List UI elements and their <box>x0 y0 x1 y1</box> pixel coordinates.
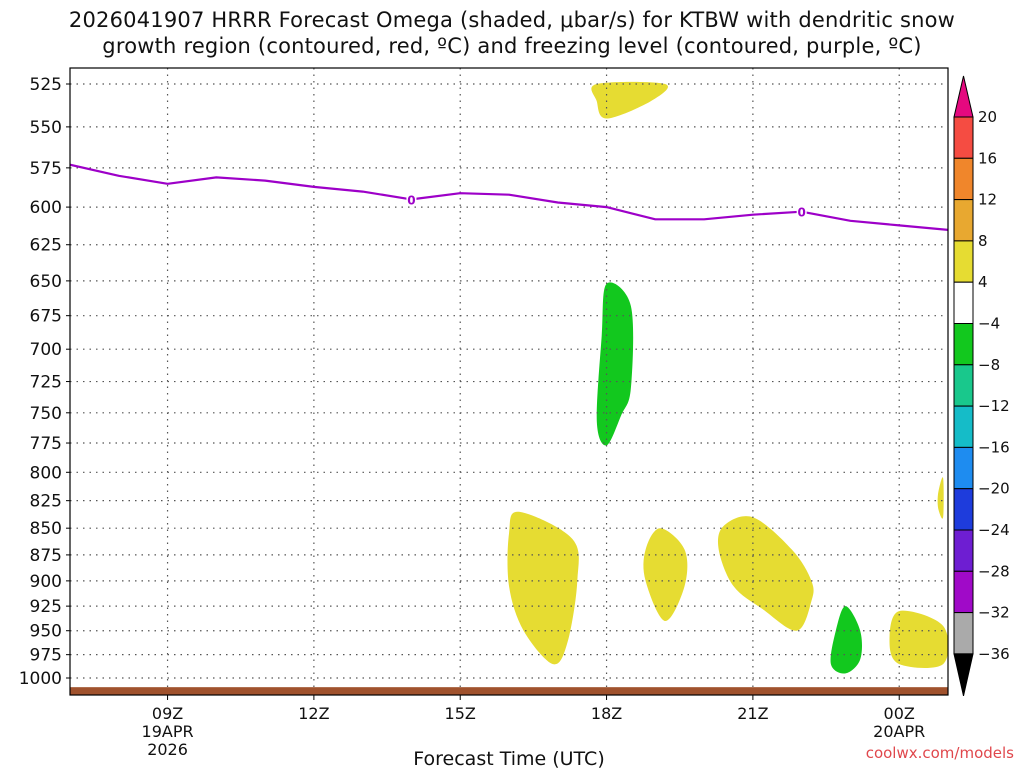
colorbar-segment <box>953 488 974 531</box>
x-tick-label: 15Z <box>445 704 476 723</box>
y-tick-label: 825 <box>30 492 62 512</box>
terrain-strip <box>70 687 948 695</box>
y-tick-label: 800 <box>30 463 62 483</box>
colorbar-segment <box>953 612 974 655</box>
terrain-layer <box>70 687 948 695</box>
colorbar-tick-label: −28 <box>978 562 1010 580</box>
y-tick-label: 675 <box>30 307 62 327</box>
contour-label-bg <box>796 203 807 219</box>
colorbar-segment <box>953 199 974 242</box>
colorbar-segment <box>953 570 974 614</box>
colorbar-tick-label: −24 <box>978 521 1010 539</box>
omega-region-8 <box>937 477 944 519</box>
x-tick-date: 19APR <box>142 722 194 741</box>
y-tick-label: 575 <box>30 159 62 179</box>
omega-shading-layer <box>507 81 948 674</box>
chart-title: 2026041907 HRRR Forecast Omega (shaded, … <box>68 8 956 32</box>
colorbar-tick-label: −4 <box>978 315 1000 333</box>
y-tick-label: 900 <box>30 572 62 592</box>
omega-region-4 <box>643 528 688 622</box>
colorbar-segment <box>953 281 974 325</box>
omega-region-6 <box>830 606 862 674</box>
colorbar: 20 16 12 8 4 −4 −8 −12 −16 −20 −24 −28 −32 −36 <box>953 75 1010 697</box>
x-tick-label: 21Z <box>737 704 768 723</box>
x-tick-year: 2026 <box>147 740 188 759</box>
x-tick-label: 12Z <box>298 704 329 723</box>
colorbar-segment <box>953 405 974 448</box>
colorbar-top-arrow <box>953 75 974 118</box>
y-tick-label: 725 <box>30 373 62 393</box>
y-tick-label: 700 <box>30 340 62 360</box>
colorbar-tick-label: −32 <box>978 604 1010 622</box>
colorbar-segment <box>953 446 974 490</box>
contour-label-bg <box>406 191 417 207</box>
colorbar-segment <box>953 240 974 283</box>
colorbar-segment <box>953 529 974 572</box>
colorbar-segment <box>953 364 974 407</box>
colorbar-segment <box>953 157 974 201</box>
colorbar-tick-label: 4 <box>978 273 988 291</box>
y-tick-label: 1000 <box>19 669 62 689</box>
y-tick-label: 950 <box>30 622 62 642</box>
y-axis: 525 550 575 600 625 650 675 700 725 750 775 800 825 8… <box>19 75 70 689</box>
x-tick-label: 09Z <box>152 704 183 723</box>
colorbar-tick-label: 20 <box>978 108 997 126</box>
credit-text: coolwx.com/models <box>866 744 1014 762</box>
x-tick-label: 18Z <box>591 704 622 723</box>
y-tick-label: 850 <box>30 519 62 539</box>
x-tick-label: 00Z <box>884 704 915 723</box>
omega-region-7 <box>889 610 948 668</box>
y-tick-label: 750 <box>30 404 62 424</box>
y-tick-label: 875 <box>30 546 62 566</box>
colorbar-tick-label: 8 <box>978 232 988 250</box>
y-tick-label: 650 <box>30 272 62 292</box>
omega-region-2 <box>596 282 634 446</box>
y-tick-label: 550 <box>30 118 62 138</box>
x-axis-label: Forecast Time (UTC) <box>413 748 604 768</box>
omega-region-1 <box>591 81 668 119</box>
x-tick-date: 20APR <box>873 722 925 741</box>
freezing-level-line <box>70 163 948 231</box>
colorbar-tick-label: −20 <box>978 480 1010 498</box>
colorbar-tick-label: −16 <box>978 438 1010 456</box>
omega-region-3 <box>507 511 579 665</box>
freezing-level-contour-label: 0 <box>797 206 805 220</box>
freezing-level-layer: 00 <box>70 163 948 231</box>
y-tick-label: 775 <box>30 434 62 454</box>
y-tick-label: 625 <box>30 236 62 256</box>
omega-region-5 <box>717 516 814 631</box>
y-tick-label: 525 <box>30 75 62 95</box>
freezing-level-contour-label: 0 <box>407 193 415 207</box>
colorbar-tick-label: −8 <box>978 356 1000 374</box>
y-tick-label: 600 <box>30 198 62 218</box>
gridlines <box>70 68 948 695</box>
y-tick-label: 975 <box>30 646 62 666</box>
colorbar-bottom-arrow <box>953 653 974 697</box>
colorbar-tick-label: −12 <box>978 397 1010 415</box>
colorbar-tick-label: 16 <box>978 149 997 167</box>
colorbar-tick-label: −36 <box>978 645 1010 663</box>
colorbar-segment <box>953 323 974 366</box>
colorbar-segment <box>953 116 974 159</box>
chart-subtitle: growth region (contoured, red, ºC) and f… <box>102 34 922 58</box>
plot-frame <box>69 67 949 696</box>
y-tick-label: 925 <box>30 597 62 617</box>
colorbar-tick-label: 12 <box>978 191 997 209</box>
